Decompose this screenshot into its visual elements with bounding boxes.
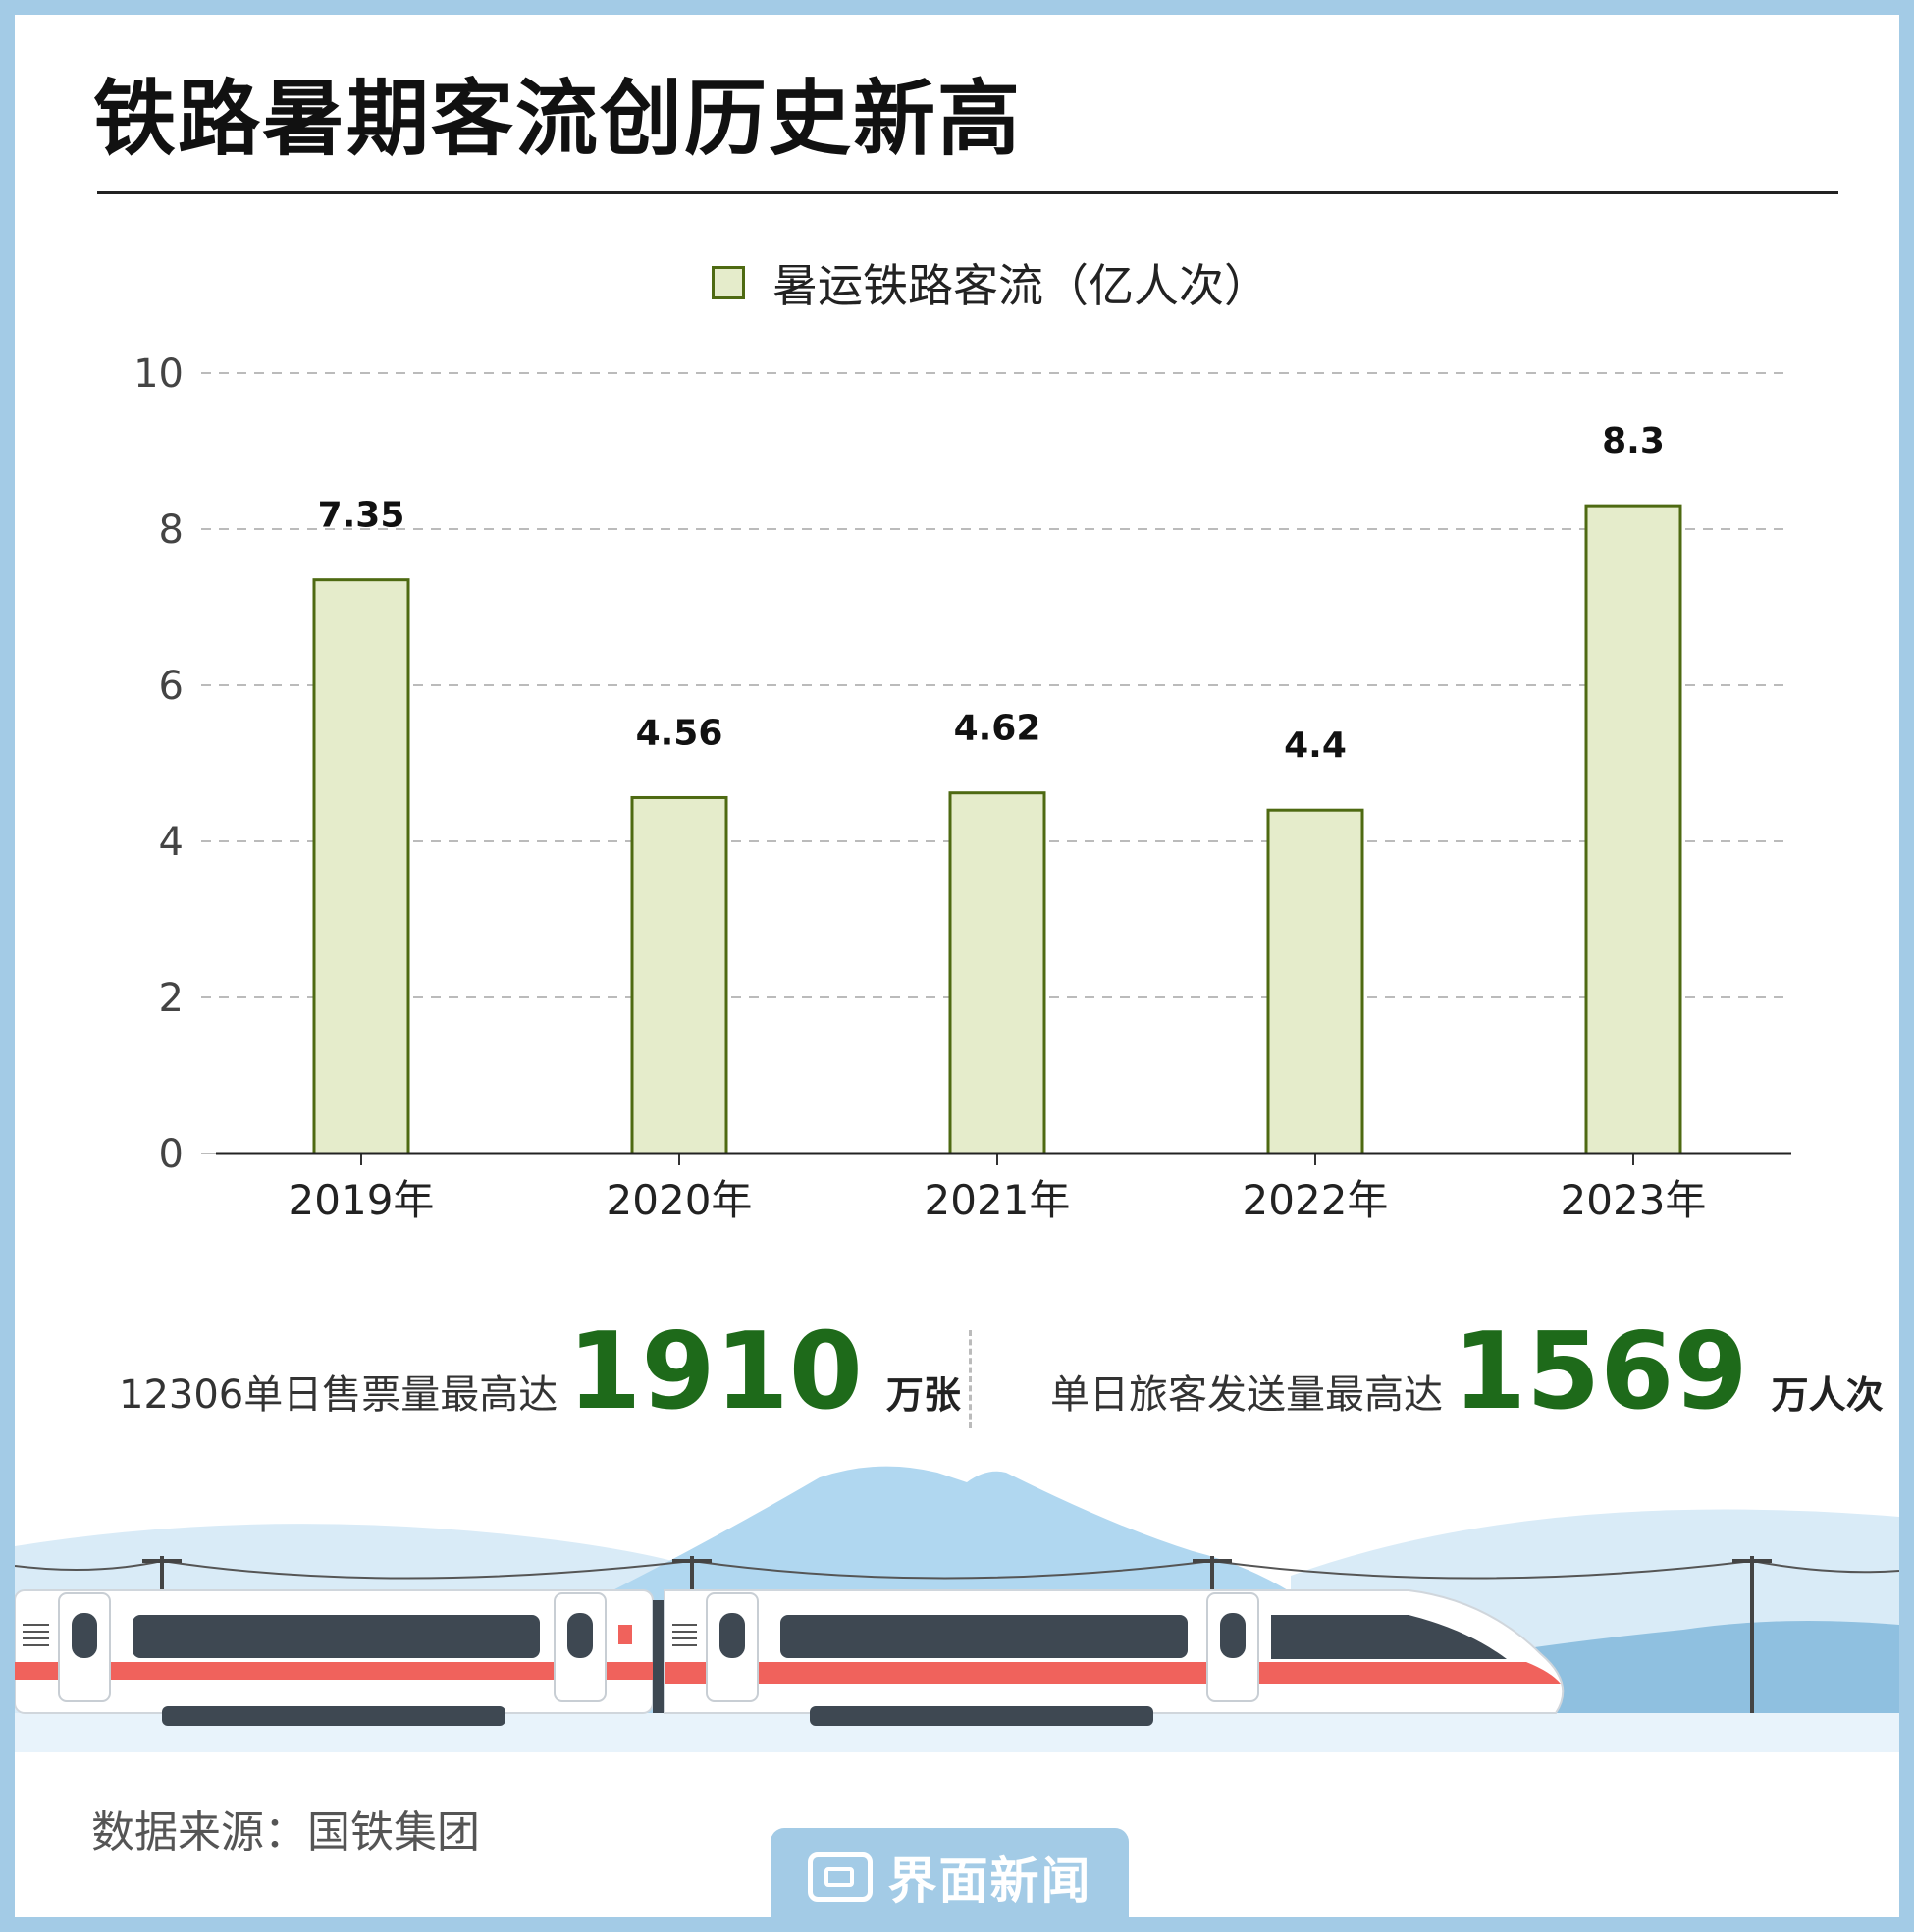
- data-label: 8.3: [1602, 421, 1665, 461]
- y-tick-label: 6: [159, 664, 184, 709]
- x-tick-label: 2019年: [289, 1176, 435, 1224]
- title-divider: [97, 191, 1838, 194]
- bar: [948, 791, 1046, 1155]
- power-lines: [15, 1559, 1899, 1580]
- legend-swatch: [712, 266, 745, 299]
- page-title: 铁路暑期客流创历史新高: [93, 71, 1023, 167]
- data-label: 7.35: [318, 496, 405, 536]
- y-tick-label: 2: [159, 976, 184, 1021]
- power-poles: [142, 1556, 1772, 1723]
- data-label: 4.4: [1284, 725, 1347, 766]
- stats-divider: [969, 1330, 972, 1428]
- stat-passengers: 单日旅客发送量最高达 1569 万人次: [1050, 1311, 1884, 1433]
- bar: [630, 795, 728, 1155]
- x-tick-label: 2021年: [925, 1176, 1071, 1224]
- x-tick-label: 2020年: [607, 1176, 753, 1224]
- stat-tickets-unit: 万张: [885, 1373, 961, 1417]
- train-car-1: [15, 1589, 654, 1726]
- data-label: 4.56: [636, 713, 723, 753]
- stat-passengers-value: 1569: [1453, 1311, 1748, 1433]
- stat-tickets-value: 1910: [567, 1311, 863, 1433]
- data-source: 数据来源：国铁集团: [91, 1807, 480, 1857]
- stat-passengers-unit: 万人次: [1771, 1373, 1884, 1417]
- y-tick-label: 8: [159, 508, 184, 553]
- legend-label: 暑运铁路客流（亿人次）: [772, 259, 1269, 312]
- data-label: 4.62: [954, 709, 1041, 749]
- stat-passengers-label: 单日旅客发送量最高达: [1050, 1372, 1443, 1418]
- bar: [312, 578, 410, 1155]
- train-illustration: [15, 1466, 1899, 1752]
- bar: [1266, 808, 1364, 1155]
- chart-legend: 暑运铁路客流（亿人次）: [712, 250, 1269, 315]
- infographic-card: 铁路暑期客流创历史新高 暑运铁路客流（亿人次） 0 2 4 6 8 10 7.35 2019年…: [15, 15, 1899, 1917]
- stat-tickets-label: 12306单日售票量最高达: [119, 1372, 558, 1418]
- brand-name: 界面新闻: [887, 1852, 1092, 1909]
- bar-chart: 0 2 4 6 8 10 7.35 2019年 4.56 2020年 4.62 2021年 4.4 202…: [133, 351, 1791, 1224]
- brand-logo-icon: [807, 1852, 873, 1902]
- y-tick-label: 10: [133, 351, 184, 397]
- stats-row: 12306单日售票量最高达 1910 万张 单日旅客发送量最高达 1569 万人…: [15, 1301, 1899, 1433]
- train-car-2: [664, 1589, 1565, 1726]
- y-tick-label: 0: [159, 1132, 184, 1177]
- y-tick-label: 4: [159, 820, 184, 865]
- brand-tab: 界面新闻: [771, 1828, 1129, 1926]
- bar: [1584, 504, 1682, 1155]
- x-tick-label: 2023年: [1561, 1176, 1707, 1224]
- x-tick-label: 2022年: [1243, 1176, 1389, 1224]
- train-coupling: [653, 1600, 665, 1713]
- stat-tickets: 12306单日售票量最高达 1910 万张: [119, 1311, 961, 1433]
